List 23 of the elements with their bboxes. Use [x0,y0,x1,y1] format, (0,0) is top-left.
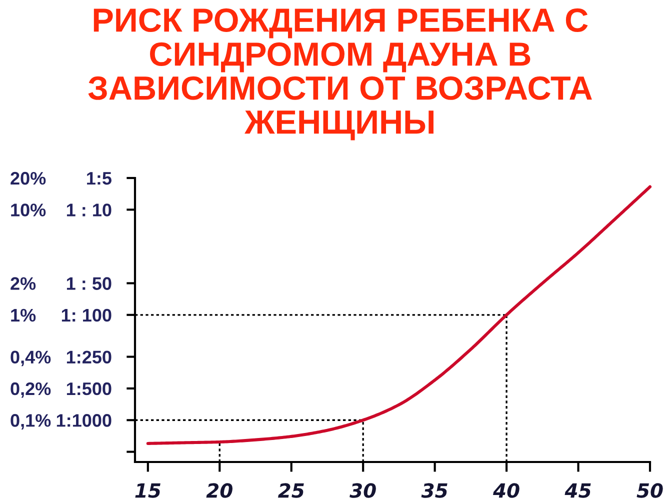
y-tick-label: 10% [11,204,46,216]
x-tick-label: 50 [636,483,663,498]
x-tick-label: 45 [564,483,591,498]
text: 1 : 10 [66,204,112,216]
chart-title: РИСК РОЖДЕНИЯ РЕБЕНКА С СИНДРОМОМ ДАУНА В ЗАВИСИМОСТИ ОТ ВОЗРАСТА ЖЕНЩИНЫ [88,8,592,140]
x-tick-label: 40 [493,483,520,498]
y-tick-label: 0,4% [10,350,51,366]
text: 1:500 [66,382,112,396]
text: 1:5 [87,172,112,185]
x-tick-label: 20 [206,483,232,498]
y-tick-label: 0,1% [10,414,51,430]
y-tick-label: 1% [11,308,36,322]
text: 1:250 [66,350,112,364]
text: 1: 100 [62,308,112,322]
text: 1 : 50 [66,277,112,290]
y-tick-label: 0,2% [10,382,51,398]
x-tick-label: 15 [135,483,160,498]
y-tick-label: 20% [10,172,46,185]
y-tick-label: 2% [10,277,36,290]
x-tick-label: 25 [278,483,304,498]
text: 1:1000 [56,414,112,427]
x-tick-label: 30 [350,483,376,498]
x-tick-label: 35 [421,483,448,498]
